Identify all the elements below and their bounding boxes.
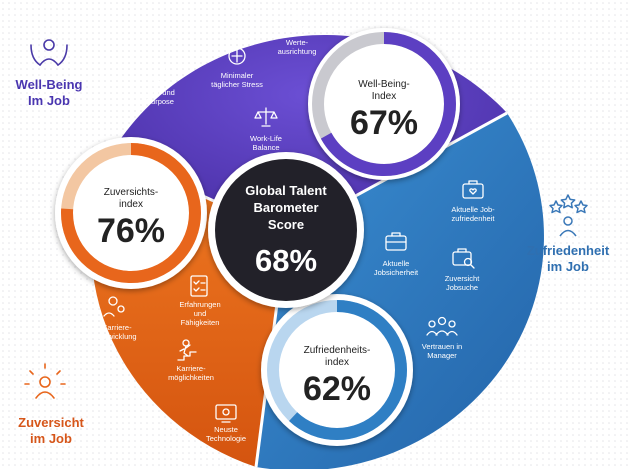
zufriedenheit-index-title-line1: Zufriedenheits-	[303, 345, 371, 356]
item-minimaler-stress: Minimaler täglicher Stress	[192, 71, 282, 89]
item-label-line: möglichkeiten	[168, 373, 214, 382]
item-label-line: Vertrauen in	[421, 342, 463, 351]
item-label-line: Aktuelle	[382, 259, 410, 268]
item-erfahrungen-und-faehigkeiten: Erfahrungen und Fähigkeiten	[155, 300, 245, 327]
zuversicht-index-title-line1: Zuversichts-	[103, 187, 159, 198]
person-stars-icon	[549, 194, 588, 237]
person-sun-icon	[24, 363, 66, 399]
item-label-line: Zuversicht	[444, 274, 480, 283]
briefcase-icon	[385, 232, 407, 251]
zuversicht-index-title-line2: index	[119, 199, 143, 210]
item-label-line: entwicklung	[97, 332, 137, 341]
person-climbing-stairs-icon	[177, 339, 197, 361]
gears-person-icon	[103, 296, 125, 317]
well-being-progress-ring	[312, 32, 456, 176]
well-being-index-badge	[308, 28, 460, 180]
item-label-line: Karriere-	[102, 323, 132, 332]
item-label-line: zufriedenheit	[451, 214, 495, 223]
zufriedenheit-index-badge	[261, 294, 413, 446]
zufriedenheit-side-label-line1: Zufriedenheit	[526, 243, 610, 258]
item-label-line: Purpose	[146, 97, 174, 106]
team-icon	[426, 316, 458, 336]
item-label-line: Minimaler	[220, 71, 254, 80]
zuversicht-progress-ring	[61, 143, 201, 283]
item-label-line: Work-Life	[250, 134, 282, 143]
item-label-line: Jobsuche	[445, 283, 479, 292]
zuversicht-side-label-line2: im Job	[30, 431, 72, 446]
item-neuste-technologie: Neuste Technologie	[181, 425, 271, 443]
item-label-line: und	[193, 309, 207, 318]
item-label-line: Erfahrungen	[179, 300, 221, 309]
well-being-index-title-line2: Index	[371, 91, 397, 102]
well-being-side-label: Well-Being Im Job	[0, 77, 114, 109]
global-score: Global Talent Barometer Score 68%	[215, 182, 357, 279]
item-label-line: Karriere-	[176, 364, 206, 373]
zuversicht-side-label: Zuversicht im Job	[0, 415, 116, 447]
zufriedenheit-index-title-line2: index	[325, 357, 349, 368]
hands-heart-icon	[149, 65, 167, 85]
item-aktuelle-jobzufriedenheit: Aktuelle Job- zufriedenheit	[428, 205, 518, 223]
item-karrieremoeglichkeiten: Karriere- möglichkeiten	[146, 364, 236, 382]
briefcase-heart-icon	[462, 180, 484, 199]
screen-gear-icon	[215, 404, 237, 423]
item-aktuelle-jobsicherheit: Aktuelle Jobsicherheit	[351, 259, 441, 277]
balance-scale-icon	[254, 107, 278, 127]
zuversicht-side-label-line1: Zuversicht	[18, 415, 84, 430]
item-label-line: Sinn und	[145, 88, 175, 97]
zufriedenheit-side-label: Zufriedenheit im Job	[503, 243, 630, 275]
person-raised-hands-icon	[30, 39, 68, 66]
checklist-icon	[190, 275, 208, 297]
well-being-index-value: 67%	[349, 104, 419, 142]
zuversicht-index-value: 76%	[96, 212, 166, 250]
item-sinn-und-purpose: Sinn und Purpose	[115, 88, 205, 106]
well-being-side-label-line1: Well-Being	[15, 77, 83, 92]
item-label-line: ausrichtung	[277, 47, 317, 56]
item-label-line: Technologie	[205, 434, 247, 443]
well-being-index-title-line1: Well-Being-	[358, 79, 410, 90]
item-label-line: Neuste	[214, 425, 238, 434]
target-icon	[288, 12, 307, 32]
item-label-line: Aktuelle Job-	[451, 205, 495, 214]
global-score-title-line1: Global Talent	[245, 183, 327, 198]
zuversicht-index-badge	[55, 137, 207, 289]
well-being-index: Well-Being- Index 67%	[324, 79, 444, 143]
item-werteausrichtung: Werte- ausrichtung	[252, 38, 342, 56]
brain-icon	[228, 47, 246, 65]
global-score-value: 68%	[254, 243, 318, 278]
center-score-circle	[215, 159, 357, 301]
zufriedenheit-index: Zufriedenheits- index 62%	[277, 345, 397, 409]
item-zuversicht-jobsuche: Zuversicht Jobsuche	[417, 274, 507, 292]
item-label-line: Werte-	[285, 38, 309, 47]
global-score-title-line3: Score	[267, 217, 305, 232]
zufriedenheit-index-value: 62%	[302, 370, 372, 408]
zufriedenheit-progress-ring	[267, 300, 407, 440]
item-karriereentwicklung: Karriere- entwicklung	[72, 323, 162, 341]
item-label-line: Manager	[427, 351, 457, 360]
briefcase-search-icon	[452, 248, 475, 269]
global-score-title-line2: Barometer	[253, 200, 319, 215]
item-vertrauen-in-manager: Vertrauen in Manager	[397, 342, 487, 360]
zuversicht-index: Zuversichts- index 76%	[71, 187, 191, 251]
item-label-line: Jobsicherheit	[373, 268, 419, 277]
item-label-line: täglicher Stress	[211, 80, 263, 89]
item-work-life-balance: Work-Life Balance	[221, 134, 311, 152]
well-being-side-label-line2: Im Job	[28, 93, 70, 108]
item-label-line: Balance	[252, 143, 280, 152]
zufriedenheit-side-label-line2: im Job	[547, 259, 589, 274]
item-label-line: Fähigkeiten	[180, 318, 220, 327]
